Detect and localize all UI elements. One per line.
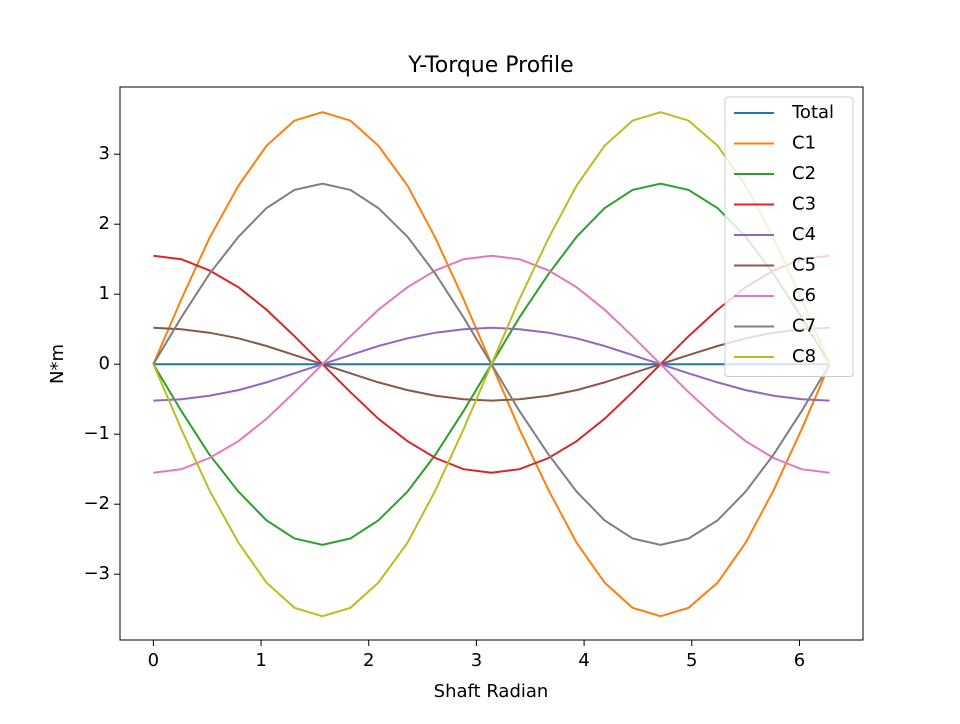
y-axis-label: N*m — [47, 344, 68, 384]
x-tick-label: 5 — [686, 650, 697, 671]
x-tick-label: 2 — [363, 650, 374, 671]
chart-title: Y-Torque Profile — [407, 53, 573, 78]
legend-label: C1 — [792, 133, 816, 154]
x-tick-label: 3 — [471, 650, 482, 671]
y-tick-label: 1 — [99, 283, 110, 304]
legend-label: Total — [791, 102, 834, 123]
x-tick-label: 6 — [794, 650, 805, 671]
legend-label: C6 — [792, 285, 816, 306]
series-line — [153, 326, 830, 402]
x-tick-label: 1 — [255, 650, 266, 671]
y-tick-label: 2 — [99, 213, 110, 234]
legend-label: C7 — [792, 316, 816, 337]
legend-label: C2 — [792, 163, 816, 184]
y-tick-label: 0 — [99, 353, 110, 374]
series-line — [153, 254, 830, 474]
x-tick-label: 0 — [148, 650, 159, 671]
x-axis-label: Shaft Radian — [434, 681, 549, 702]
series-line — [153, 254, 830, 474]
plot-frame — [119, 86, 864, 641]
series-line — [153, 326, 830, 402]
legend-box — [724, 96, 854, 377]
x-tick-label: 4 — [578, 650, 589, 671]
y-tick-label: −1 — [83, 423, 110, 444]
series-line — [152, 111, 831, 618]
y-tick-label: 3 — [99, 143, 110, 164]
y-tick-label: −3 — [83, 563, 110, 584]
legend-label: C3 — [792, 194, 816, 215]
legend-label: C5 — [792, 255, 816, 276]
legend-label: C8 — [792, 346, 816, 367]
y-tick-label: −2 — [83, 493, 110, 514]
legend-label: C4 — [792, 224, 816, 245]
